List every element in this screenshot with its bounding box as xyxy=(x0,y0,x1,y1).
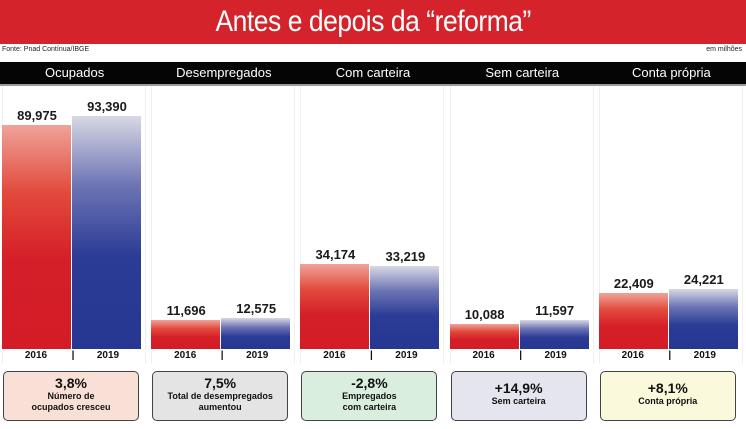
value-2019: 93,390 xyxy=(87,99,127,114)
category-header-row: Ocupados Desempregados Com carteira Sem … xyxy=(0,62,746,86)
bar-2016 xyxy=(151,320,221,349)
change-percent: +8,1% xyxy=(647,380,688,396)
year-2016-label: 2016 xyxy=(323,350,346,361)
bar-area: 34,174 33,219 xyxy=(298,86,446,349)
change-percent: +14,9% xyxy=(494,380,543,396)
value-2019: 33,219 xyxy=(385,249,426,264)
value-2016: 11,696 xyxy=(166,303,206,318)
change-summary-box: 7,5% Total de desempregados aumentou xyxy=(152,371,289,421)
column-0: 89,975 93,390 2016 | 2019 3,8% Número de… xyxy=(0,86,148,421)
header-conta-propria: Conta própria xyxy=(632,65,711,80)
bar-2016 xyxy=(449,324,519,349)
change-summary-box: +14,9% Sem carteira xyxy=(450,371,587,421)
year-separator: | xyxy=(369,350,373,361)
year-2019-label: 2019 xyxy=(395,350,418,361)
column-background xyxy=(300,86,445,364)
value-2019: 11,597 xyxy=(535,303,575,318)
bar-area: 22,409 24,221 xyxy=(597,86,745,349)
unit-note: em milhões xyxy=(706,46,742,53)
bar-area: 10,088 11,597 xyxy=(448,86,596,349)
change-description-line2: aumentou xyxy=(198,402,242,412)
year-labels: 2016 | 2019 xyxy=(149,350,297,366)
header-com-carteira: Com carteira xyxy=(335,65,411,80)
year-2019-label: 2019 xyxy=(693,350,716,361)
year-2016-label: 2016 xyxy=(174,350,197,361)
bar-2016 xyxy=(598,293,668,349)
bar-2019 xyxy=(668,289,738,349)
bar-area: 11,696 12,575 xyxy=(149,86,297,349)
title-bar: Antes e depois da “reforma” xyxy=(0,0,746,44)
change-percent: 3,8% xyxy=(55,375,87,391)
bar-2019 xyxy=(370,266,440,349)
change-description-line2: ocupados cresceu xyxy=(31,402,111,412)
value-2019: 24,221 xyxy=(683,272,724,287)
column-background xyxy=(449,86,594,364)
chart-title: Antes e depois da “reforma” xyxy=(215,5,531,38)
header-ocupados: Ocupados xyxy=(44,65,105,80)
source-note: Fonte: Pnad Contínua/IBGE xyxy=(2,46,90,53)
year-separator: | xyxy=(668,350,672,361)
value-2016: 89,975 xyxy=(17,108,57,123)
column-background xyxy=(151,86,296,364)
column-3: 10,088 11,597 2016 | 2019 +14,9% Sem car… xyxy=(448,86,596,421)
change-description-line1: Empregados xyxy=(342,391,397,401)
year-labels: 2016 | 2019 xyxy=(0,350,148,366)
bar-2019 xyxy=(519,320,589,349)
change-summary-box: -2,8% Empregados com carteira xyxy=(301,371,438,421)
change-description-line1: Número de xyxy=(47,391,95,401)
change-description-line1: Sem carteira xyxy=(491,396,546,406)
year-2016-label: 2016 xyxy=(621,350,644,361)
change-summary-box: +8,1% Conta própria xyxy=(599,371,736,421)
change-description-line1: Conta própria xyxy=(638,396,698,406)
year-2019-label: 2019 xyxy=(96,350,120,361)
column-4: 22,409 24,221 2016 | 2019 +8,1% Conta pr… xyxy=(597,86,745,421)
column-background xyxy=(598,86,743,364)
year-labels: 2016 | 2019 xyxy=(448,350,596,366)
column-1: 11,696 12,575 2016 | 2019 7,5% Total de … xyxy=(149,86,297,421)
value-2016: 34,174 xyxy=(315,247,356,262)
bar-2016 xyxy=(2,125,71,349)
change-description-line2: com carteira xyxy=(342,402,397,412)
bar-2019 xyxy=(72,116,141,349)
change-summary-box: 3,8% Número de ocupados cresceu xyxy=(3,371,139,421)
value-2016: 22,409 xyxy=(613,276,654,291)
bar-2016 xyxy=(300,264,370,349)
year-2019-label: 2019 xyxy=(544,350,567,361)
year-labels: 2016 | 2019 xyxy=(597,350,745,366)
year-separator: | xyxy=(220,350,224,361)
change-percent: 7,5% xyxy=(204,375,237,391)
year-separator: | xyxy=(519,350,522,361)
change-percent: -2,8% xyxy=(351,375,388,391)
year-2016-label: 2016 xyxy=(24,350,48,361)
bar-area: 89,975 93,390 xyxy=(0,86,148,349)
year-2019-label: 2019 xyxy=(246,350,269,361)
value-2016: 10,088 xyxy=(464,307,505,322)
change-description-line1: Total de desempregados xyxy=(167,391,273,401)
header-desempregados: Desempregados xyxy=(176,65,272,80)
bar-2019 xyxy=(221,318,291,349)
value-2019: 12,575 xyxy=(236,301,277,316)
year-labels: 2016 | 2019 xyxy=(298,350,446,366)
column-2: 34,174 33,219 2016 | 2019 -2,8% Empregad… xyxy=(298,86,446,421)
year-separator: | xyxy=(71,350,75,361)
year-2016-label: 2016 xyxy=(472,350,495,361)
header-sem-carteira: Sem carteira xyxy=(485,65,560,80)
